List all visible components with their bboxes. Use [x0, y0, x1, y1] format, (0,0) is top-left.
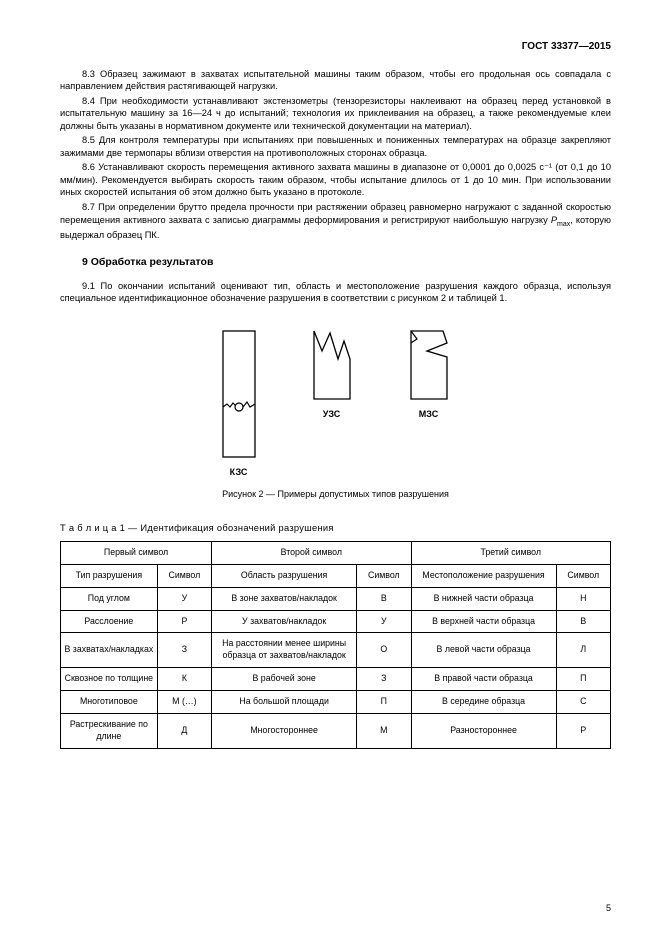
- para-8-3: 8.3 Образец зажимают в захватах испытате…: [60, 68, 611, 93]
- table-row: Растрескивание по длинеДМногостороннееМР…: [61, 713, 611, 748]
- table-cell: П: [357, 691, 411, 714]
- table-row: МноготиповоеМ (…)На большой площадиПВ се…: [61, 691, 611, 714]
- table-row: В захватах/накладкахЗНа расстоянии менее…: [61, 633, 611, 668]
- table-cell: Многостороннее: [212, 713, 357, 748]
- table-cell: Р: [157, 610, 211, 633]
- table-cell: Д: [157, 713, 211, 748]
- table-row: Под угломУВ зоне захватов/накладокВВ ниж…: [61, 587, 611, 610]
- para-8-4: 8.4 При необходимости устанавливают экст…: [60, 95, 611, 133]
- table-cell: П: [556, 668, 610, 691]
- table-cell: У: [357, 610, 411, 633]
- figure-caption: Рисунок 2 — Примеры допустимых типов раз…: [60, 488, 611, 500]
- para-8-5: 8.5 Для контроля температуры при испытан…: [60, 134, 611, 159]
- figure-kzs: КЗС: [217, 329, 261, 479]
- table-cell: В левой части образца: [411, 633, 556, 668]
- table-cell: М (…): [157, 691, 211, 714]
- table-row: Сквозное по толщинеКВ рабочей зонеЗВ пра…: [61, 668, 611, 691]
- sub-header: Тип разрушения: [61, 564, 158, 587]
- table-cell: Н: [556, 587, 610, 610]
- sub-header: Местоположение разрушения: [411, 564, 556, 587]
- table-cell: Растрескивание по длине: [61, 713, 158, 748]
- sub-header: Символ: [357, 564, 411, 587]
- table-cell: В захватах/накладках: [61, 633, 158, 668]
- table-body: Под угломУВ зоне захватов/накладокВВ ниж…: [61, 587, 611, 748]
- table-row: РасслоениеРУ захватов/накладокУВ верхней…: [61, 610, 611, 633]
- table-cell: У захватов/накладок: [212, 610, 357, 633]
- table-cell: С: [556, 691, 610, 714]
- doc-header: ГОСТ 33377—2015: [60, 40, 611, 54]
- figure-label-kzs: КЗС: [217, 466, 261, 478]
- table-cell: Под углом: [61, 587, 158, 610]
- table-cell: На большой площади: [212, 691, 357, 714]
- table-group-row: Первый символ Второй символ Третий симво…: [61, 541, 611, 564]
- table-cell: М: [357, 713, 411, 748]
- group-header: Второй символ: [212, 541, 411, 564]
- table-cell: В нижней части образца: [411, 587, 556, 610]
- para-8-6: 8.6 Устанавливают скорость перемещения а…: [60, 161, 611, 199]
- table-cell: В правой части образца: [411, 668, 556, 691]
- table-cell: З: [357, 668, 411, 691]
- table-cell: На расстоянии менее ширины образца от за…: [212, 633, 357, 668]
- table-cell: В: [556, 610, 610, 633]
- table-cell: У: [157, 587, 211, 610]
- table-cell: О: [357, 633, 411, 668]
- group-header: Третий символ: [411, 541, 610, 564]
- table-cell: В верхней части образца: [411, 610, 556, 633]
- table-cell: Л: [556, 633, 610, 668]
- group-header: Первый символ: [61, 541, 212, 564]
- para-8-7: 8.7 При определении брутто предела прочн…: [60, 201, 611, 241]
- table-cell: З: [157, 633, 211, 668]
- sub-header: Символ: [157, 564, 211, 587]
- table-caption: Т а б л и ц а 1 — Идентификация обозначе…: [60, 522, 611, 535]
- para-8-7-sub: max: [557, 220, 570, 227]
- table-cell: В: [357, 587, 411, 610]
- table-cell: В зоне захватов/накладок: [212, 587, 357, 610]
- figure-uzs: УЗС: [306, 329, 358, 479]
- para-8-7-pre: 8.7 При определении брутто предела прочн…: [60, 202, 611, 225]
- sub-header: Область разрушения: [212, 564, 357, 587]
- table-cell: К: [157, 668, 211, 691]
- table-cell: Многотиповое: [61, 691, 158, 714]
- section-9-title: 9 Обработка результатов: [82, 255, 611, 269]
- figure-row: КЗС УЗС МЗС: [60, 329, 611, 479]
- sub-header: Символ: [556, 564, 610, 587]
- para-9-1: 9.1 По окончании испытаний оценивают тип…: [60, 280, 611, 305]
- table-cell: Сквозное по толщине: [61, 668, 158, 691]
- table-cell: В середине образца: [411, 691, 556, 714]
- figure-mzs: МЗС: [403, 329, 455, 479]
- table-cell: В рабочей зоне: [212, 668, 357, 691]
- figure-label-mzs: МЗС: [403, 408, 455, 420]
- table-cell: Р: [556, 713, 610, 748]
- failure-table: Первый символ Второй символ Третий симво…: [60, 541, 611, 749]
- table-cell: Разностороннее: [411, 713, 556, 748]
- page-number: 5: [606, 902, 611, 914]
- table-cell: Расслоение: [61, 610, 158, 633]
- page: ГОСТ 33377—2015 8.3 Образец зажимают в з…: [0, 0, 661, 936]
- figure-label-uzs: УЗС: [306, 408, 358, 420]
- table-sub-row: Тип разрушения Символ Область разрушения…: [61, 564, 611, 587]
